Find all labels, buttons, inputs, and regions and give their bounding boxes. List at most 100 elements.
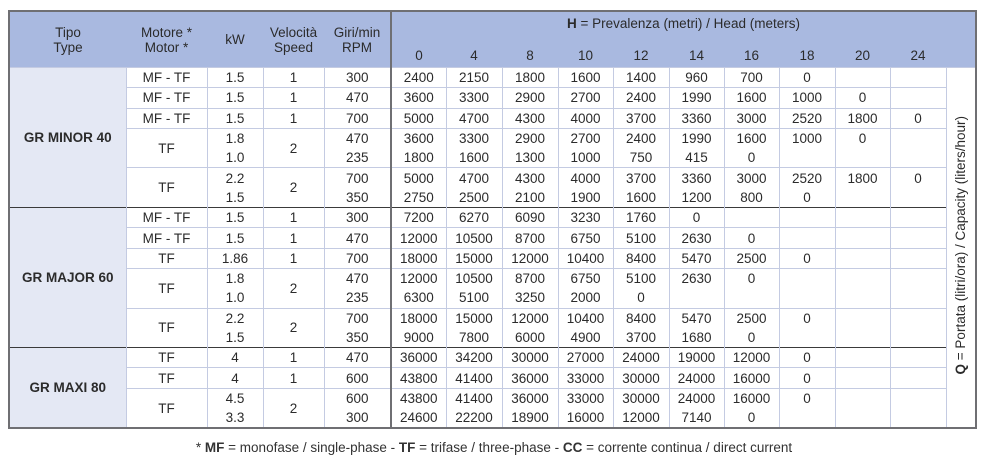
capacity-cell <box>889 148 946 168</box>
rpm-cell: 700 <box>323 307 391 328</box>
capacity-axis-label: Q = Portata (litri/ora) / Capacity (lite… <box>945 67 976 429</box>
capacity-cell: 0 <box>778 187 835 208</box>
speed-cell: 1 <box>262 107 324 129</box>
capacity-cell: 33000 <box>557 387 613 409</box>
capacity-cell: 12000 <box>390 267 446 289</box>
capacity-cell: 3360 <box>668 107 724 129</box>
capacity-cell: 33000 <box>557 367 613 389</box>
capacity-cell: 800 <box>723 187 779 208</box>
kw-cell: 1.5 <box>206 327 263 348</box>
capacity-cell: 30000 <box>612 367 669 389</box>
capacity-cell: 2630 <box>668 227 724 249</box>
capacity-cell: 36000 <box>501 387 558 409</box>
capacity-cell: 3700 <box>612 167 669 188</box>
capacity-cell <box>723 207 779 228</box>
capacity-cell <box>889 207 946 228</box>
capacity-cell: 24000 <box>668 367 724 389</box>
capacity-cell: 3600 <box>390 127 446 149</box>
capacity-cell: 7140 <box>668 408 724 429</box>
capacity-cell: 12000 <box>501 247 558 269</box>
capacity-cell: 30000 <box>612 387 669 409</box>
capacity-cell: 8700 <box>501 227 558 249</box>
capacity-cell <box>834 367 890 389</box>
capacity-cell: 1400 <box>612 66 669 88</box>
capacity-cell: 3600 <box>390 87 446 109</box>
capacity-cell: 4700 <box>445 167 502 188</box>
capacity-cell <box>889 66 946 88</box>
table-row: 1.0 235 1800 1600 1300 1000 750 415 0 <box>9 148 976 168</box>
table-row: GR MINOR 40 MF - TF 1.5 1 300 2400 2150 1800 160… <box>9 66 976 429</box>
capacity-cell: 36000 <box>390 347 446 368</box>
capacity-cell: 3700 <box>612 107 669 129</box>
capacity-cell: 2500 <box>445 187 502 208</box>
pump-performance-table: Tipo Type Motore * Motor * kW Velocità Spee… <box>8 10 977 430</box>
header-head-18: 18 <box>779 36 835 68</box>
capacity-cell: 4900 <box>557 327 613 348</box>
capacity-cell: 22200 <box>445 408 502 429</box>
kw-cell: 3.3 <box>206 408 263 429</box>
capacity-cell: 0 <box>723 327 779 348</box>
speed-cell: 2 <box>262 167 324 208</box>
capacity-cell <box>889 347 946 368</box>
rpm-cell: 300 <box>323 66 391 88</box>
capacity-cell: 12000 <box>612 408 669 429</box>
header-rpm: Giri/min RPM <box>324 11 391 68</box>
capacity-cell <box>889 288 946 309</box>
header-head-title: H = Prevalenza (metri) / Head (meters) <box>390 11 976 36</box>
rpm-cell: 470 <box>323 267 391 289</box>
rpm-cell: 300 <box>323 408 391 429</box>
speed-cell: 2 <box>262 387 324 429</box>
capacity-cell: 30000 <box>501 347 558 368</box>
capacity-cell: 1000 <box>557 148 613 168</box>
table-row: TF 1.8 2 470 3600 3300 2900 2700 2400 1990 1600 100… <box>9 127 976 168</box>
speed-cell: 1 <box>262 207 324 228</box>
capacity-cell: 3700 <box>612 327 669 348</box>
capacity-cell <box>889 187 946 208</box>
table-row: TF 2.2 2 700 18000 15000 12000 10400 8400 5470 250… <box>9 307 976 348</box>
capacity-cell: 9000 <box>390 327 446 348</box>
kw-cell: 2.2 <box>206 167 263 188</box>
capacity-cell: 10500 <box>445 267 502 289</box>
capacity-cell: 6090 <box>501 207 558 228</box>
capacity-cell <box>778 288 835 309</box>
rpm-cell: 600 <box>323 367 391 389</box>
capacity-cell: 2900 <box>501 127 558 149</box>
capacity-cell: 4300 <box>501 107 558 129</box>
rpm-cell: 700 <box>323 167 391 188</box>
capacity-cell: 3300 <box>445 127 502 149</box>
capacity-cell: 2900 <box>501 87 558 109</box>
capacity-cell <box>834 227 890 249</box>
rpm-cell: 470 <box>323 87 391 109</box>
kw-cell: 4 <box>206 347 263 368</box>
capacity-cell: 3000 <box>723 167 779 188</box>
capacity-cell: 0 <box>778 347 835 368</box>
capacity-cell: 2400 <box>390 66 446 88</box>
capacity-cell: 24000 <box>612 347 669 368</box>
capacity-cell <box>834 387 890 409</box>
motor-cell: TF <box>125 387 207 429</box>
capacity-cell: 0 <box>834 127 890 149</box>
capacity-cell: 0 <box>889 167 946 188</box>
header-type: Tipo Type <box>9 11 126 68</box>
capacity-cell: 5470 <box>668 307 724 328</box>
kw-cell: 1.8 <box>206 267 263 289</box>
header-head-4: 4 <box>446 36 502 68</box>
capacity-cell: 1000 <box>778 87 835 109</box>
capacity-cell <box>834 148 890 168</box>
kw-cell: 1.5 <box>206 207 263 228</box>
speed-cell: 2 <box>262 127 324 168</box>
capacity-cell: 0 <box>889 107 946 129</box>
capacity-cell: 2500 <box>723 307 779 328</box>
capacity-cell: 8400 <box>612 247 669 269</box>
capacity-cell: 34200 <box>445 347 502 368</box>
capacity-cell: 8700 <box>501 267 558 289</box>
capacity-cell: 12000 <box>390 227 446 249</box>
capacity-cell: 2700 <box>557 87 613 109</box>
capacity-cell: 0 <box>778 66 835 88</box>
pump-type: GR MINOR 40 <box>9 66 126 208</box>
capacity-cell <box>889 87 946 109</box>
table-row: MF - TF 1.5 1 470 3600 3300 2900 2700 2400 1990 16… <box>9 87 976 109</box>
table-row: MF - TF 1.5 1 470 12000 10500 8700 6750 5100 2630… <box>9 227 976 249</box>
capacity-cell: 1600 <box>723 87 779 109</box>
kw-cell: 1.8 <box>206 127 263 149</box>
